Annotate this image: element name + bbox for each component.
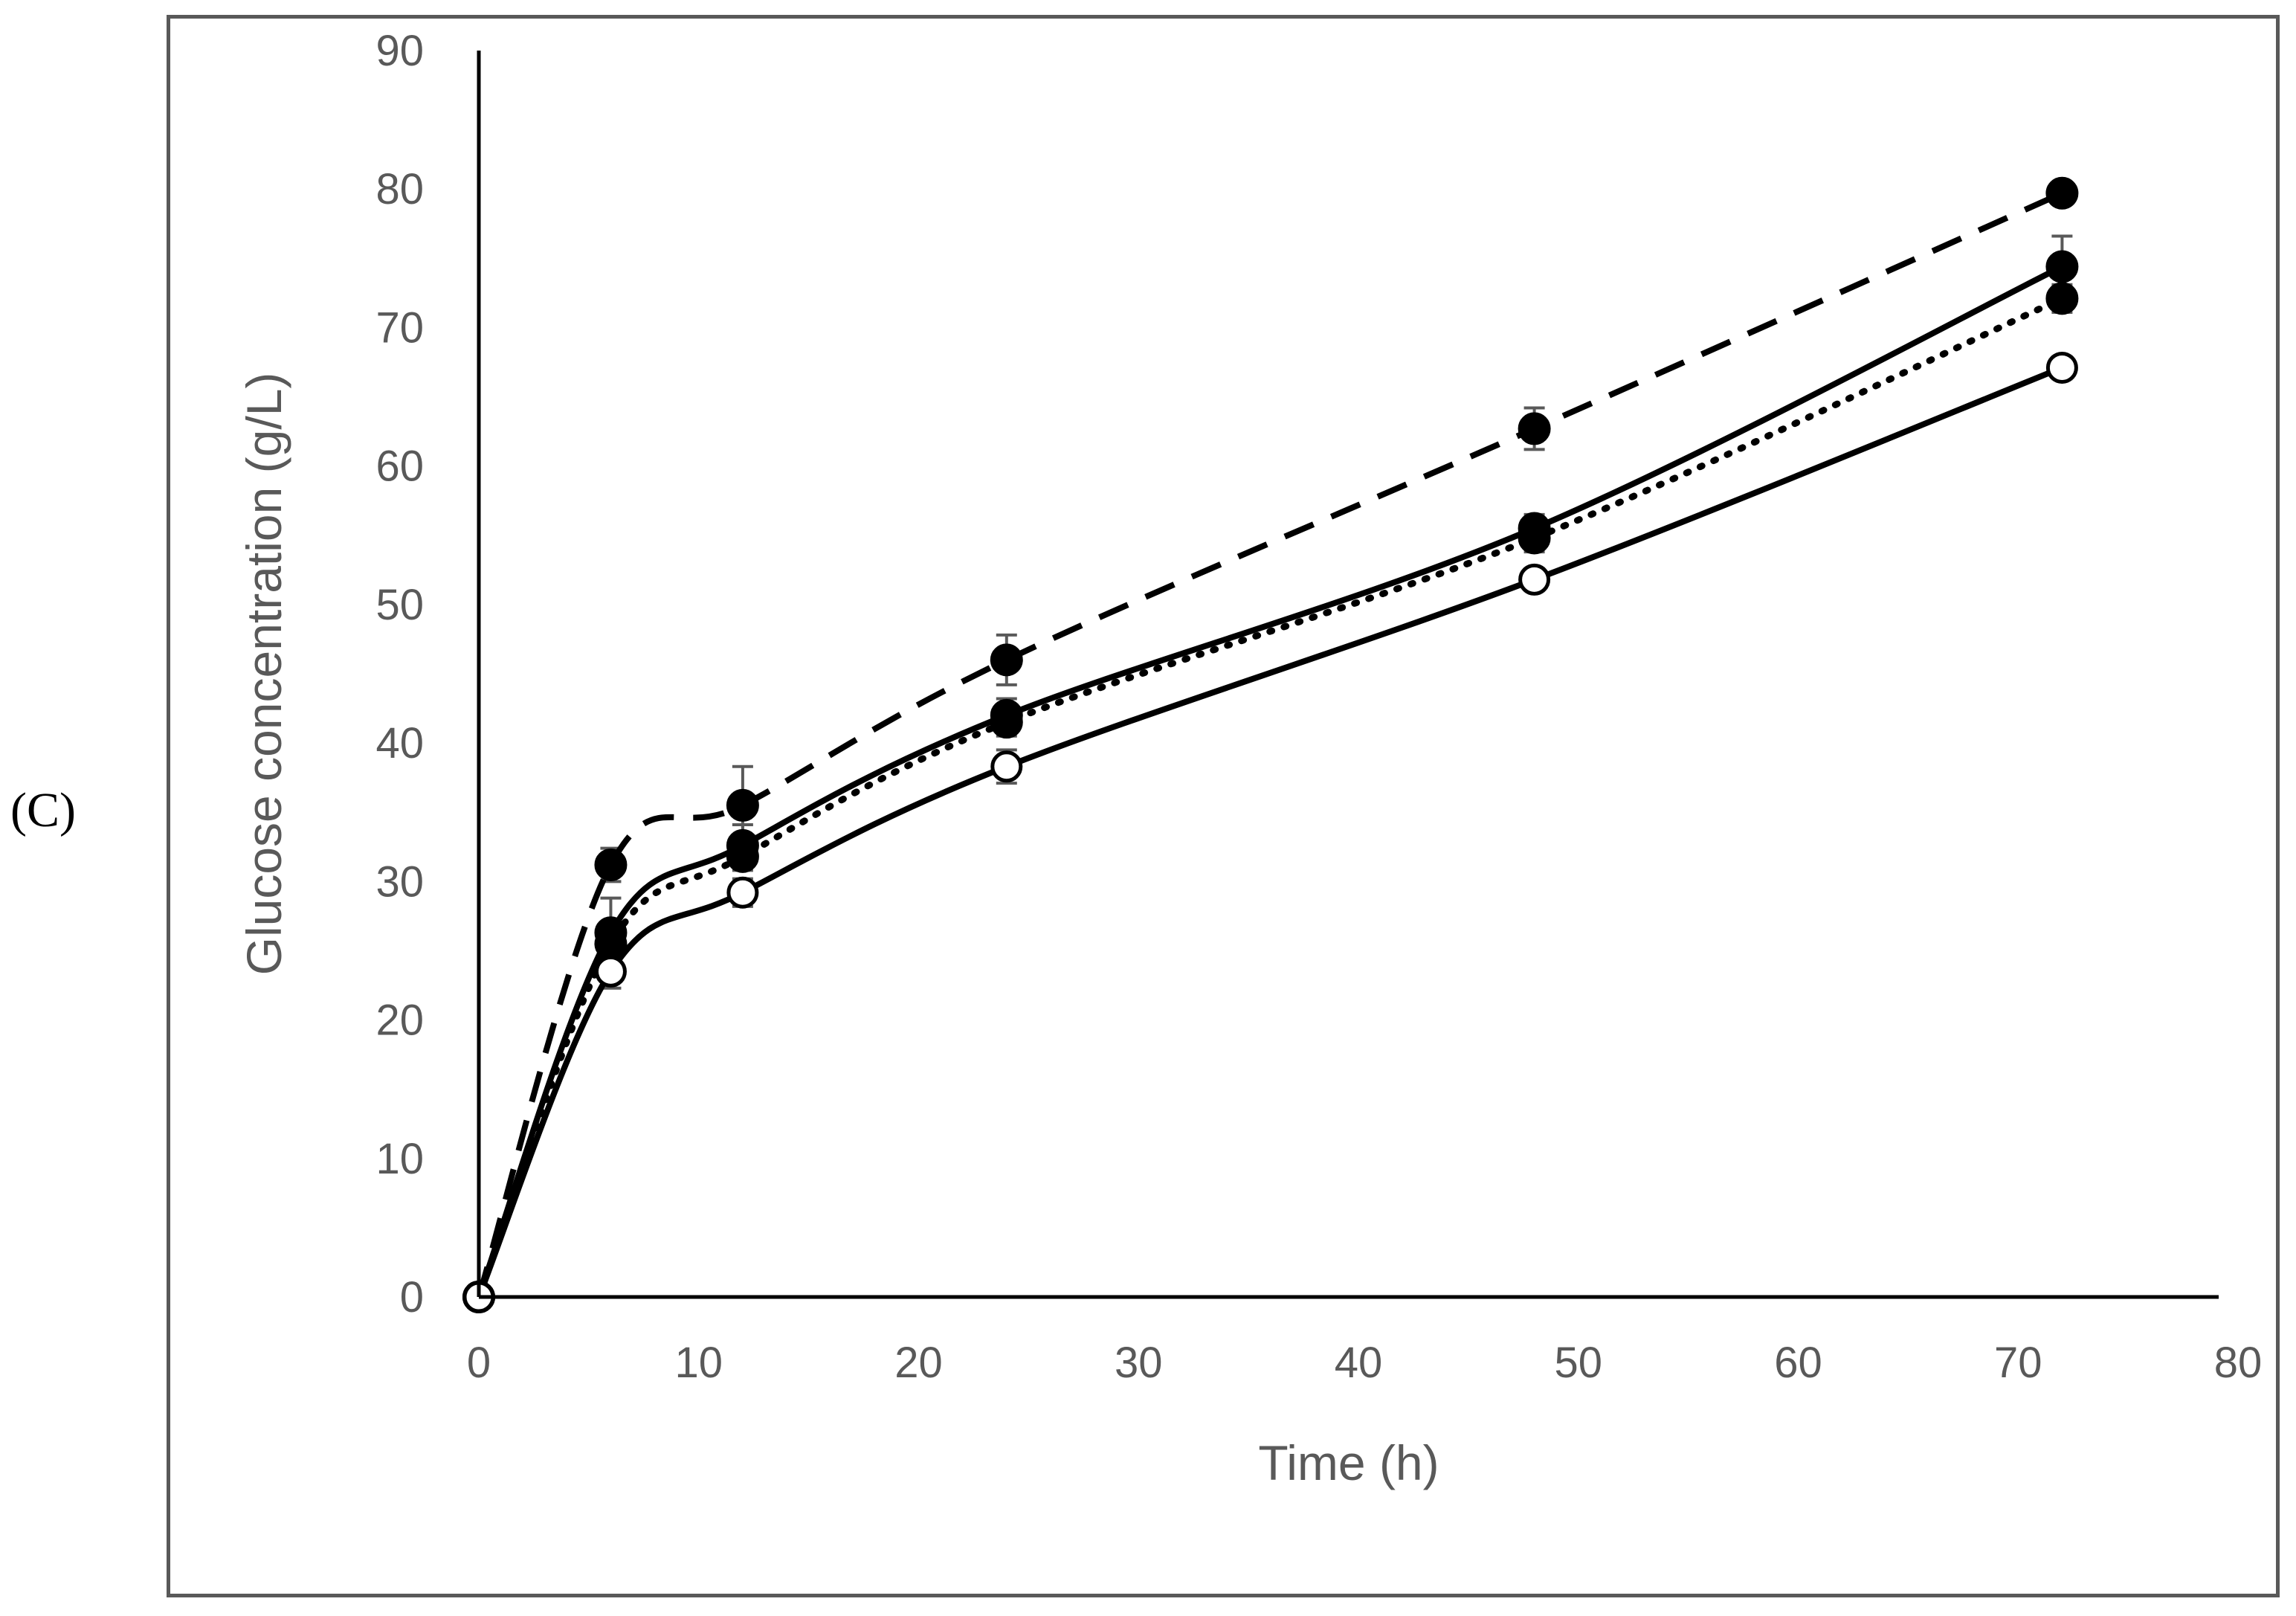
data-point-dotted-filled-5	[2045, 282, 2079, 315]
data-point-dashed-filled-4	[1518, 412, 1551, 445]
y-tick-label-9: 90	[375, 27, 424, 75]
x-tick-label-0: 0	[467, 1339, 491, 1387]
x-tick-label-4: 40	[1335, 1339, 1383, 1387]
axes	[477, 51, 2219, 1299]
data-point-dashed-filled-3	[990, 643, 1023, 677]
y-tick-label-0: 0	[400, 1273, 424, 1322]
x-axis-title: Time (h)	[1258, 1435, 1439, 1490]
data-point-solid-filled-5	[2045, 250, 2079, 283]
x-tick-label-7: 70	[1994, 1339, 2042, 1387]
y-tick-label-2: 20	[375, 997, 424, 1045]
series-line-solid-filled	[476, 263, 2064, 1298]
data-point-solid-open-4	[1518, 563, 1551, 596]
x-tick-label-8: 80	[2214, 1339, 2263, 1387]
x-tick-label-2: 20	[894, 1339, 943, 1387]
y-tick-label-6: 60	[375, 442, 424, 491]
data-point-dashed-filled-1	[594, 848, 628, 881]
y-tick-label-3: 30	[375, 857, 424, 906]
chart-frame	[167, 15, 2280, 1597]
tick-labels: 0 10 20 30 40 50 60 70 80 0 10 20 30 40 50 60 70 80 90	[375, 27, 2262, 1387]
error-bars	[600, 180, 2073, 990]
data-point-dashed-filled-5	[2045, 176, 2079, 210]
series-line-dashed-filled	[476, 190, 2064, 1298]
data-point-dotted-filled-1	[594, 927, 628, 961]
data-point-dotted-filled-2	[726, 840, 759, 873]
data-point-solid-open-3	[990, 750, 1023, 783]
panel-label: (C)	[10, 783, 76, 837]
y-tick-label-1: 10	[375, 1135, 424, 1183]
y-tick-label-4: 40	[375, 719, 424, 767]
data-point-solid-open-2	[726, 876, 759, 909]
x-tick-label-5: 50	[1554, 1339, 1602, 1387]
series-lines	[475, 190, 2066, 1301]
x-tick-label-6: 60	[1774, 1339, 1822, 1387]
data-point-dotted-filled-4	[1518, 521, 1551, 555]
data-point-solid-open-5	[2045, 351, 2078, 384]
y-axis-title: Glucose concentration (g/L)	[236, 373, 291, 976]
series-markers	[462, 176, 2079, 1313]
series-line-solid-open	[476, 364, 2063, 1298]
series-line-dotted-filled	[475, 294, 2066, 1301]
y-tick-label-5: 50	[375, 581, 424, 629]
data-point-solid-open-1	[594, 955, 627, 988]
y-tick-label-8: 80	[375, 165, 424, 213]
data-point-dashed-filled-2	[726, 788, 759, 822]
y-tick-label-7: 70	[375, 303, 424, 352]
data-point-dotted-filled-3	[990, 706, 1023, 739]
x-tick-label-1: 10	[674, 1339, 723, 1387]
x-tick-label-3: 30	[1115, 1339, 1163, 1387]
